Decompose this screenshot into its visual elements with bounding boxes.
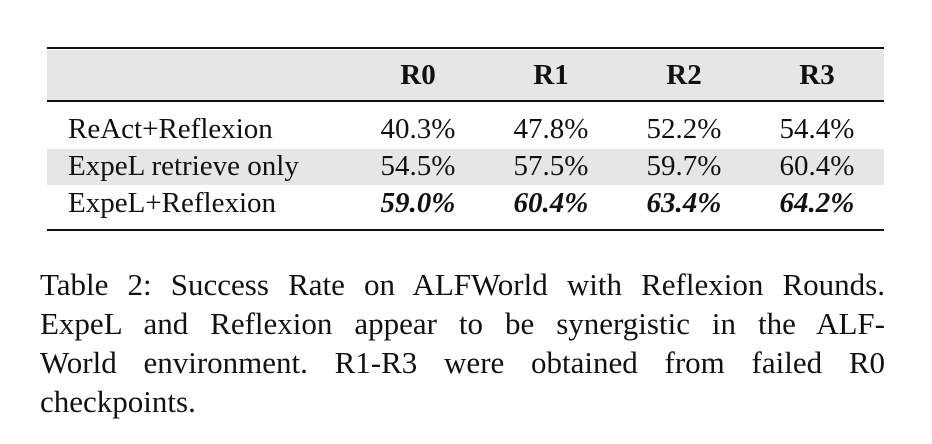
table-cell: 59.7%: [646, 150, 722, 182]
column-header: R0: [400, 59, 436, 91]
caption-line: Table 2: Success Rate on ALFWorld with R…: [40, 267, 885, 302]
table-cell: 59.0%: [380, 187, 456, 219]
table-cell: 63.4%: [646, 187, 722, 219]
column-header: R2: [666, 59, 702, 91]
column-header: R1: [533, 59, 569, 91]
table-cell: 54.5%: [380, 150, 456, 182]
caption-line: checkpoints.: [40, 384, 196, 419]
column-header: R3: [799, 59, 835, 91]
caption-line: ExpeL and Reflexion appear to be synergi…: [40, 306, 885, 341]
caption-line: World environment. R1-R3 were obtained f…: [40, 345, 885, 380]
table-cell: 52.2%: [646, 113, 722, 145]
table-cell: 54.4%: [779, 113, 855, 145]
table-cell: 57.5%: [513, 150, 589, 182]
row-background: [47, 149, 884, 185]
mid-rule: [47, 100, 884, 102]
top-rule: [47, 47, 884, 49]
bottom-rule: [47, 229, 884, 231]
row-label: ExpeL retrieve only: [68, 150, 299, 182]
table-cell: 47.8%: [513, 113, 589, 145]
row-label: ReAct+Reflexion: [68, 113, 273, 145]
row-label: ExpeL+Reflexion: [68, 187, 277, 219]
table-cell: 60.4%: [513, 187, 589, 219]
header-background: [47, 50, 884, 100]
table-cell: 60.4%: [779, 150, 855, 182]
table-cell: 40.3%: [380, 113, 456, 145]
table-cell: 64.2%: [779, 187, 855, 219]
